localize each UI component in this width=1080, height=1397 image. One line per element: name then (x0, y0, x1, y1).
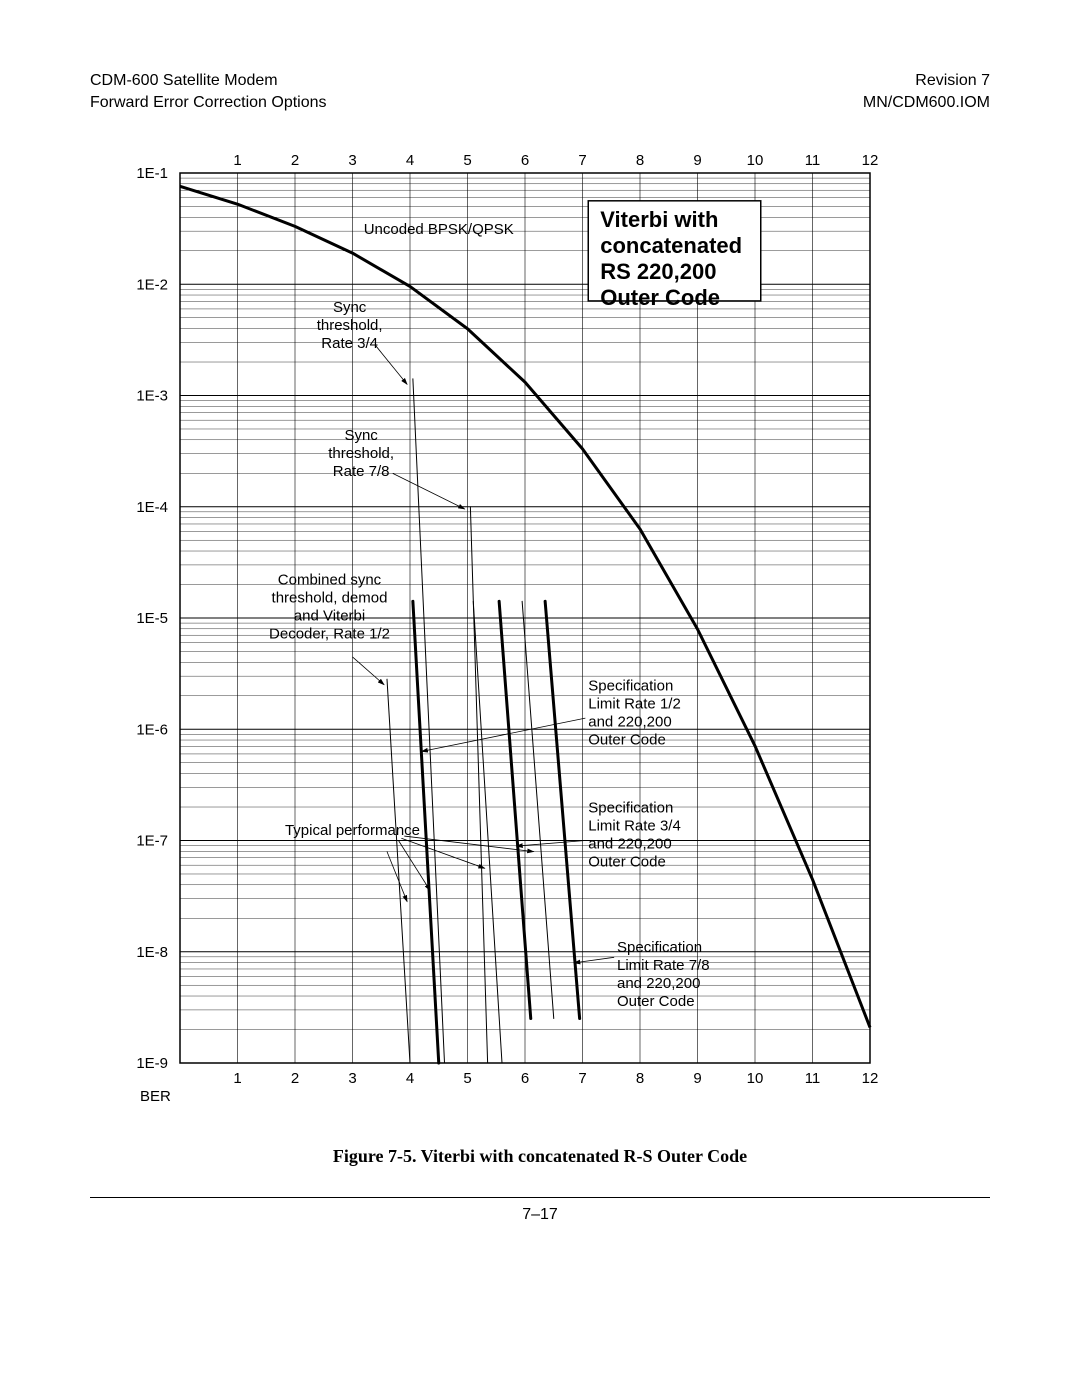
svg-text:1E-8: 1E-8 (136, 944, 168, 961)
svg-text:Decoder, Rate 1/2: Decoder, Rate 1/2 (269, 626, 390, 643)
svg-text:Limit Rate 7/8: Limit Rate 7/8 (617, 957, 710, 974)
svg-text:12: 12 (862, 152, 879, 169)
svg-text:Outer Code: Outer Code (617, 993, 695, 1010)
figure-caption: Figure 7-5. Viterbi with concatenated R-… (90, 1146, 990, 1167)
svg-text:1E-7: 1E-7 (136, 833, 168, 850)
svg-text:6: 6 (521, 152, 529, 169)
svg-text:1: 1 (233, 1070, 241, 1087)
svg-text:and Viterbi: and Viterbi (294, 608, 365, 625)
page-header: CDM-600 Satellite Modem Forward Error Co… (90, 70, 990, 113)
svg-text:Specification: Specification (588, 800, 673, 817)
svg-text:1E-9: 1E-9 (136, 1055, 168, 1072)
header-right-1: Revision 7 (863, 70, 990, 92)
svg-text:9: 9 (693, 152, 701, 169)
svg-text:Uncoded BPSK/QPSK: Uncoded BPSK/QPSK (364, 221, 514, 238)
svg-text:and 220,200: and 220,200 (588, 714, 671, 731)
header-right-2: MN/CDM600.IOM (863, 92, 990, 114)
svg-text:8: 8 (636, 1070, 644, 1087)
footer-rule (90, 1197, 990, 1198)
svg-text:and 220,200: and 220,200 (588, 836, 671, 853)
svg-text:RS 220,200: RS 220,200 (600, 259, 716, 284)
svg-text:7: 7 (578, 152, 586, 169)
svg-text:Viterbi with: Viterbi with (600, 207, 718, 232)
svg-text:1E-4: 1E-4 (136, 499, 168, 516)
svg-text:Limit Rate 1/2: Limit Rate 1/2 (588, 696, 681, 713)
svg-text:2: 2 (291, 1070, 299, 1087)
svg-text:concatenated: concatenated (600, 233, 742, 258)
svg-text:Rate 7/8: Rate 7/8 (333, 463, 390, 480)
svg-text:1E-1: 1E-1 (136, 165, 168, 182)
svg-text:4: 4 (406, 1070, 414, 1087)
svg-text:2: 2 (291, 152, 299, 169)
svg-text:9: 9 (693, 1070, 701, 1087)
svg-text:10: 10 (747, 1070, 764, 1087)
svg-text:6: 6 (521, 1070, 529, 1087)
svg-text:1E-5: 1E-5 (136, 610, 168, 627)
svg-text:1: 1 (233, 152, 241, 169)
svg-text:Rate 3/4: Rate 3/4 (321, 335, 378, 352)
svg-text:1E-3: 1E-3 (136, 388, 168, 405)
svg-text:Eb/No in dB: Eb/No in dB (760, 148, 840, 149)
svg-text:11: 11 (805, 1070, 821, 1087)
svg-text:Outer Code: Outer Code (600, 285, 720, 310)
svg-text:BER: BER (140, 1088, 171, 1105)
svg-text:threshold,: threshold, (328, 445, 394, 462)
svg-text:1E-6: 1E-6 (136, 721, 168, 738)
svg-text:7: 7 (578, 1070, 586, 1087)
svg-text:threshold,: threshold, (317, 317, 383, 334)
svg-text:4: 4 (406, 152, 414, 169)
svg-text:Combined sync: Combined sync (278, 572, 382, 589)
svg-text:5: 5 (463, 152, 471, 169)
svg-text:1E-2: 1E-2 (136, 276, 168, 293)
svg-text:3: 3 (348, 1070, 356, 1087)
svg-text:11: 11 (805, 152, 821, 169)
svg-text:Outer Code: Outer Code (588, 732, 666, 749)
svg-text:3: 3 (348, 152, 356, 169)
svg-text:Specification: Specification (588, 678, 673, 695)
svg-text:Typical performance: Typical performance (285, 822, 420, 839)
svg-text:10: 10 (747, 152, 764, 169)
page-number: 7–17 (90, 1206, 990, 1224)
svg-text:Limit Rate 3/4: Limit Rate 3/4 (588, 818, 681, 835)
ber-chart: 1122334455667788991010111112121E-11E-21E… (90, 148, 990, 1128)
svg-text:12: 12 (862, 1070, 879, 1087)
svg-text:Specification: Specification (617, 939, 702, 956)
svg-text:8: 8 (636, 152, 644, 169)
svg-text:threshold, demod: threshold, demod (272, 590, 388, 607)
header-left-1: CDM-600 Satellite Modem (90, 70, 327, 92)
svg-text:Outer Code: Outer Code (588, 854, 666, 871)
svg-text:and 220,200: and 220,200 (617, 975, 700, 992)
svg-text:Sync: Sync (333, 299, 367, 316)
svg-text:Sync: Sync (344, 427, 378, 444)
svg-text:5: 5 (463, 1070, 471, 1087)
header-left-2: Forward Error Correction Options (90, 92, 327, 114)
